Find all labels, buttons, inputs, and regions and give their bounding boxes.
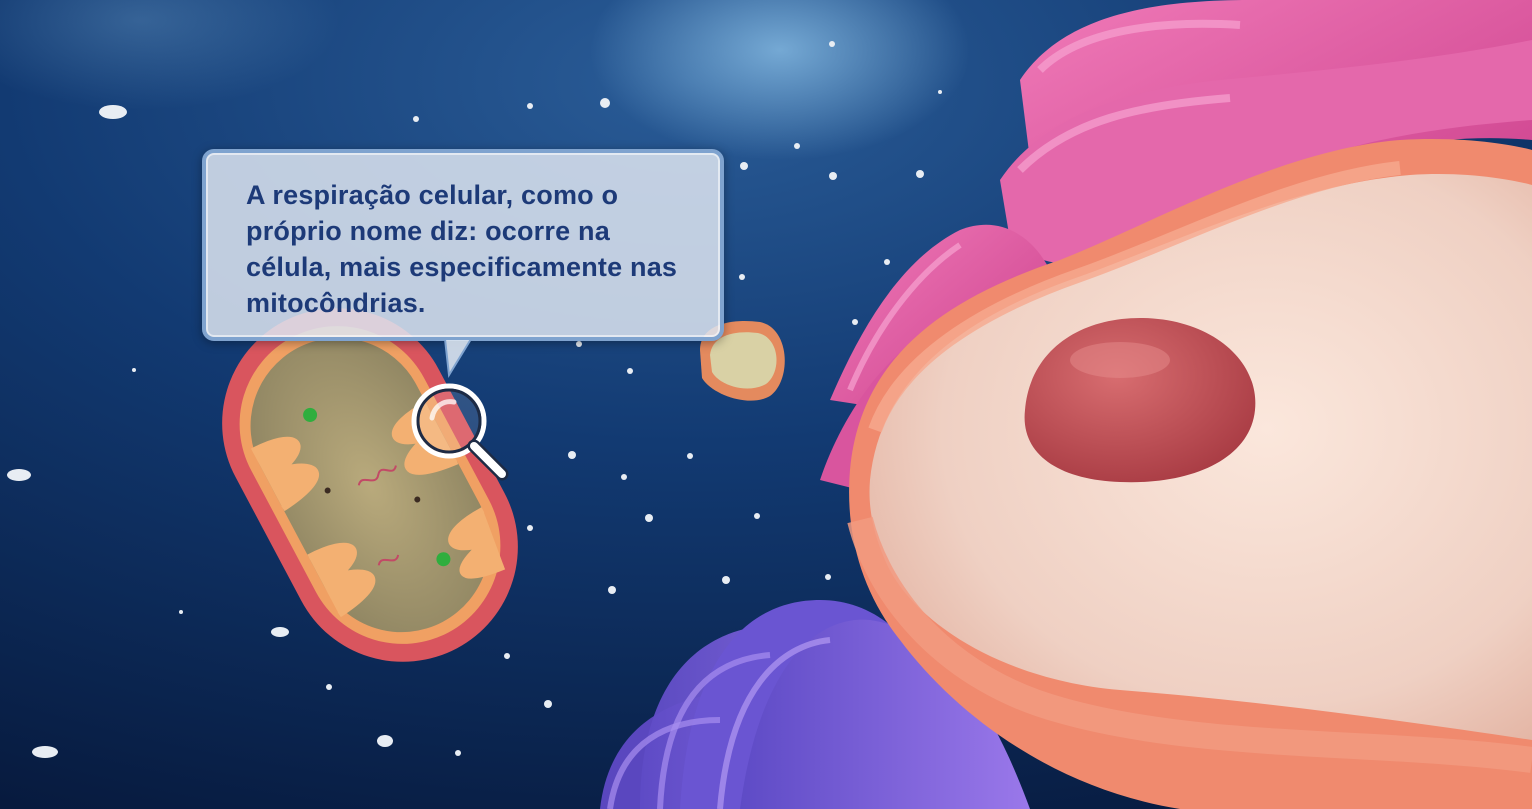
cell-nucleus — [847, 138, 1532, 809]
tooltip-pointer — [443, 339, 473, 379]
narration-tooltip: A respiração celular, como o próprio nom… — [202, 149, 724, 341]
golgi-apparatus — [600, 600, 1030, 809]
tooltip-text: A respiração celular, como o próprio nom… — [246, 180, 678, 318]
mitochondrion — [222, 308, 518, 662]
zoom-button[interactable] — [406, 380, 518, 486]
vesicle — [700, 320, 785, 401]
magnifier-icon — [411, 383, 509, 481]
